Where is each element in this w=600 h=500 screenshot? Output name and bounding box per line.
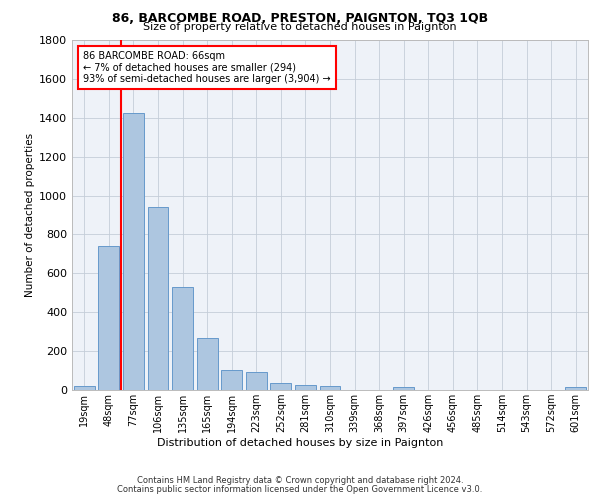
Text: 86, BARCOMBE ROAD, PRESTON, PAIGNTON, TQ3 1QB: 86, BARCOMBE ROAD, PRESTON, PAIGNTON, TQ… bbox=[112, 12, 488, 26]
Bar bbox=[246, 372, 267, 390]
Bar bbox=[221, 370, 242, 390]
Bar bbox=[320, 386, 340, 390]
Bar bbox=[295, 384, 316, 390]
Text: Distribution of detached houses by size in Paignton: Distribution of detached houses by size … bbox=[157, 438, 443, 448]
Bar bbox=[123, 113, 144, 390]
Bar bbox=[148, 207, 169, 390]
Text: Contains HM Land Registry data © Crown copyright and database right 2024.: Contains HM Land Registry data © Crown c… bbox=[137, 476, 463, 485]
Bar bbox=[565, 387, 586, 390]
Bar bbox=[271, 382, 292, 390]
Bar bbox=[393, 387, 414, 390]
Y-axis label: Number of detached properties: Number of detached properties bbox=[25, 133, 35, 297]
Text: Contains public sector information licensed under the Open Government Licence v3: Contains public sector information licen… bbox=[118, 484, 482, 494]
Text: 86 BARCOMBE ROAD: 66sqm
← 7% of detached houses are smaller (294)
93% of semi-de: 86 BARCOMBE ROAD: 66sqm ← 7% of detached… bbox=[83, 51, 331, 84]
Bar bbox=[74, 386, 95, 390]
Bar bbox=[98, 246, 119, 390]
Bar bbox=[172, 287, 193, 390]
Bar bbox=[197, 338, 218, 390]
Text: Size of property relative to detached houses in Paignton: Size of property relative to detached ho… bbox=[143, 22, 457, 32]
